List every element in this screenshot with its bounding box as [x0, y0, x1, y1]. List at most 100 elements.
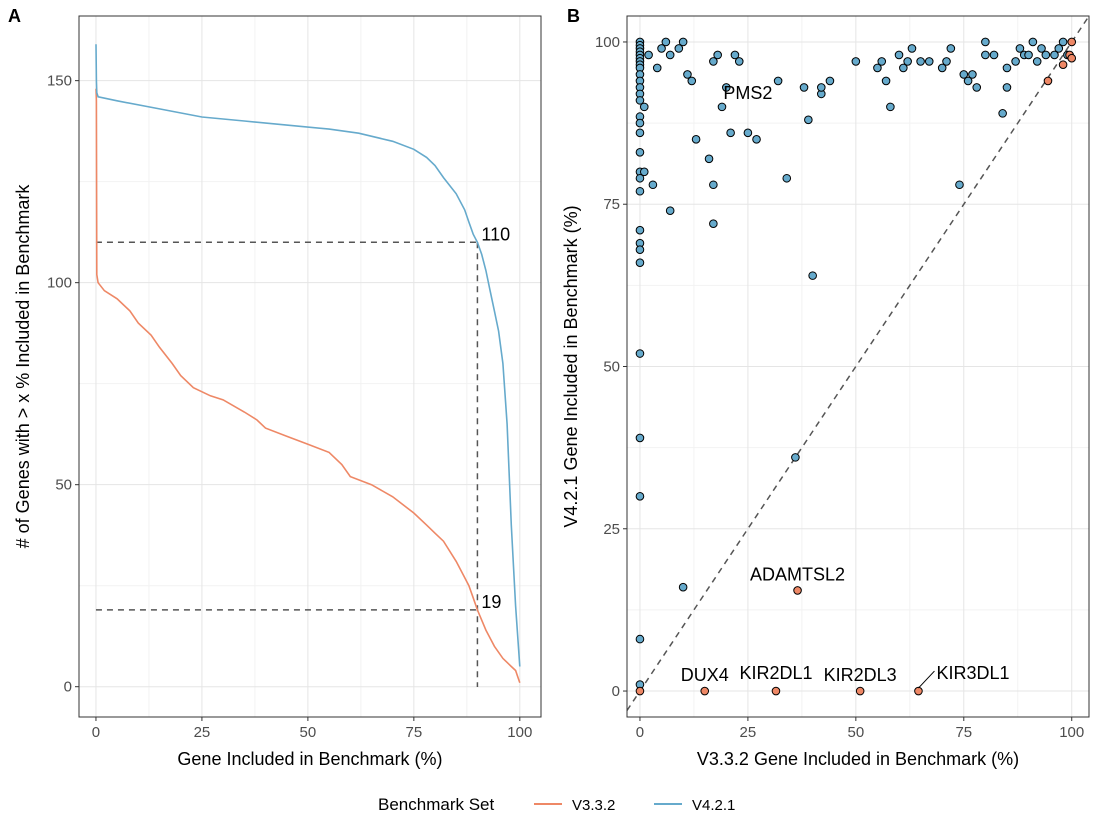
scatter-point-V4.2.1 — [709, 180, 718, 190]
scatter-point-V4.2.1 — [635, 492, 645, 501]
panel-b-frame — [626, 15, 1090, 718]
x-tick-label: 0 — [636, 724, 644, 741]
legend-label-v421: V4.2.1 — [692, 797, 735, 814]
scatter-point-V4.2.1 — [691, 135, 701, 144]
scatter-point-V4.2.1 — [816, 83, 826, 92]
scatter-point-V3.3.2 — [855, 686, 865, 696]
scatter-point-V4.2.1 — [639, 102, 649, 112]
legend: Benchmark Set V3.3.2 V4.2.1 — [378, 795, 735, 814]
scatter-point-V4.2.1 — [661, 37, 671, 47]
scatter-point-V4.2.1 — [998, 109, 1007, 118]
scatter-point-V4.2.1 — [1050, 50, 1059, 60]
scatter-point-V4.2.1 — [730, 50, 740, 60]
x-tick-label: 100 — [507, 724, 532, 741]
scatter-point-V4.2.1 — [808, 271, 817, 280]
panel-b-identity-line — [626, 15, 1090, 711]
x-tick-label: 75 — [406, 724, 423, 741]
scatter-point-V4.2.1 — [851, 57, 861, 66]
scatter-point-V4.2.1 — [639, 167, 649, 177]
scatter-point-V4.2.1 — [1011, 57, 1020, 66]
panel-b: B 0 25 50 75 100 0 25 50 75 100 PMS2 ADAMTSL2 DUX4 K… — [561, 6, 1090, 769]
y-tick-label: 100 — [595, 34, 620, 51]
y-tick-label: 25 — [603, 521, 620, 538]
scatter-point-V4.2.1 — [726, 128, 735, 138]
scatter-point-V4.2.1 — [972, 83, 982, 92]
scatter-point-V4.2.1 — [709, 57, 718, 66]
scatter-point-V3.3.2 — [793, 586, 802, 595]
scatter-point-V4.2.1 — [937, 63, 947, 73]
scatter-point-V4.2.1 — [1028, 37, 1038, 47]
scatter-point-V4.2.1 — [1032, 57, 1042, 66]
annotation-leader-kir3dl1 — [918, 670, 935, 689]
annotation-pms2: PMS2 — [723, 83, 772, 103]
scatter-point-V4.2.1 — [734, 57, 744, 66]
x-tick-label: 50 — [847, 724, 864, 741]
annotation-kir3dl1: KIR3DL1 — [936, 663, 1009, 683]
series-line-V3.3.2 — [95, 88, 521, 683]
legend-label-v332: V3.3.2 — [572, 797, 615, 814]
scatter-point-V3.3.2 — [771, 686, 781, 696]
scatter-point-V4.2.1 — [968, 70, 977, 79]
scatter-point-V4.2.1 — [981, 37, 990, 47]
scatter-point-V3.3.2 — [1067, 37, 1077, 47]
annotation-dux4: DUX4 — [681, 665, 729, 685]
scatter-point-V4.2.1 — [717, 102, 727, 112]
scatter-point-V4.2.1 — [635, 148, 645, 157]
scatter-point-V4.2.1 — [955, 180, 964, 190]
panel-a-tag: A — [8, 6, 21, 26]
scatter-point-V4.2.1 — [678, 37, 688, 47]
x-tick-label: 75 — [955, 724, 972, 741]
scatter-point-V4.2.1 — [886, 102, 895, 112]
y-tick-label: 0 — [64, 679, 72, 696]
scatter-point-V4.2.1 — [683, 70, 692, 79]
panel-a-y-axis-title: # of Genes with > x % Included in Benchm… — [13, 184, 33, 549]
y-tick-label: 50 — [603, 359, 620, 376]
scatter-point-V4.2.1 — [687, 76, 697, 86]
scatter-point-V4.2.1 — [881, 76, 891, 86]
panel-a-frame — [78, 15, 542, 718]
scatter-point-V4.2.1 — [722, 83, 731, 92]
panel-a-reference-lines — [95, 241, 479, 687]
scatter-point-V4.2.1 — [704, 154, 714, 164]
scatter-point-V4.2.1 — [877, 57, 887, 66]
panel-a-series — [95, 44, 521, 683]
y-tick-label: 0 — [612, 683, 620, 700]
panel-b-ticks: 0 25 50 75 100 0 25 50 75 100 — [595, 34, 1084, 741]
scatter-point-V4.2.1 — [916, 57, 925, 66]
y-tick-label: 50 — [55, 477, 72, 494]
x-tick-label: 25 — [194, 724, 211, 741]
scatter-point-V4.2.1 — [635, 173, 645, 183]
scatter-point-V4.2.1 — [959, 70, 969, 79]
x-tick-label: 25 — [740, 724, 757, 741]
x-tick-label: 0 — [92, 724, 100, 741]
scatter-point-V4.2.1 — [635, 349, 645, 358]
scatter-point-V4.2.1 — [709, 219, 718, 229]
reference-label-110: 110 — [481, 224, 510, 244]
scatter-point-V4.2.1 — [804, 115, 813, 125]
scatter-point-V4.2.1 — [1058, 37, 1068, 47]
annotation-adamtsl2: ADAMTSL2 — [750, 564, 845, 584]
scatter-point-V4.2.1 — [635, 225, 645, 235]
scatter-point-V4.2.1 — [743, 128, 753, 138]
series-line-V4.2.1 — [95, 44, 521, 667]
scatter-point-V4.2.1 — [678, 582, 688, 592]
scatter-point-V4.2.1 — [963, 76, 973, 86]
annotation-kir2dl3: KIR2DL3 — [824, 665, 897, 685]
scatter-point-V4.2.1 — [635, 118, 645, 128]
scatter-point-V4.2.1 — [903, 57, 912, 66]
scatter-point-V4.2.1 — [752, 135, 761, 144]
scatter-point-V4.2.1 — [799, 83, 809, 92]
scatter-point-V4.2.1 — [674, 44, 684, 53]
scatter-point-V4.2.1 — [1041, 50, 1051, 60]
scatter-point-V3.3.2 — [1058, 60, 1068, 69]
scatter-point-V4.2.1 — [899, 63, 908, 73]
scatter-point-V4.2.1 — [981, 50, 990, 60]
scatter-point-V4.2.1 — [1002, 63, 1012, 73]
scatter-point-V3.3.2 — [914, 686, 923, 696]
y-tick-label: 75 — [603, 196, 620, 213]
scatter-point-V4.2.1 — [1054, 44, 1064, 53]
x-tick-label: 100 — [1059, 724, 1084, 741]
scatter-point-V4.2.1 — [648, 180, 658, 190]
panel-b-x-axis-title: V3.3.2 Gene Included in Benchmark (%) — [697, 749, 1019, 769]
